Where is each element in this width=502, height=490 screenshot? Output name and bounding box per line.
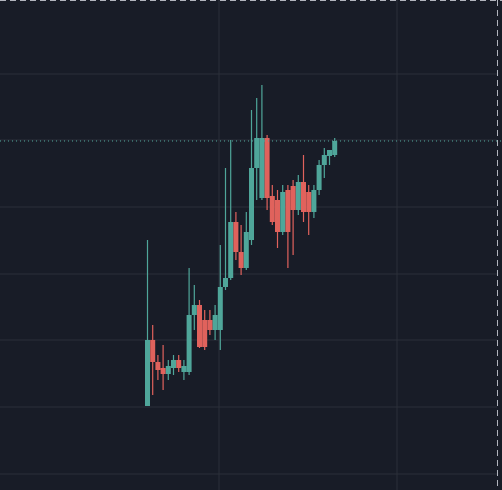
candle-body [186, 315, 192, 372]
candle-body [238, 252, 244, 268]
candle-body [290, 186, 296, 210]
candle-body [243, 232, 249, 268]
candle-body [191, 305, 197, 315]
candle-body [155, 362, 161, 370]
candle-body [311, 190, 317, 212]
candle-body [233, 222, 239, 252]
candle-body [176, 360, 182, 368]
candle-body [295, 182, 301, 210]
candle-body [285, 190, 291, 232]
candle-body [306, 192, 312, 212]
candle-body [254, 138, 260, 168]
candle-body [249, 168, 254, 240]
candle-body [275, 200, 280, 232]
candle-body [321, 155, 327, 165]
candle-body [269, 196, 275, 222]
candle-body [264, 138, 270, 198]
candle-body [327, 150, 332, 156]
candle-body [165, 366, 171, 374]
candle-body [171, 360, 176, 368]
candle-body [259, 138, 265, 198]
candle-body [160, 368, 166, 374]
candle-body [207, 320, 213, 330]
candle-body [228, 222, 234, 278]
candle-body [217, 287, 223, 330]
candle-body [223, 278, 228, 287]
candle-body [181, 366, 187, 372]
candle-body [301, 182, 306, 212]
candle-body [145, 340, 150, 406]
candle-body [197, 305, 202, 347]
candle-body [212, 315, 218, 330]
candle-body [202, 320, 208, 347]
candle-body [150, 340, 156, 362]
candle-body [316, 165, 322, 190]
candle-body [332, 141, 338, 155]
candle-body [280, 192, 286, 232]
